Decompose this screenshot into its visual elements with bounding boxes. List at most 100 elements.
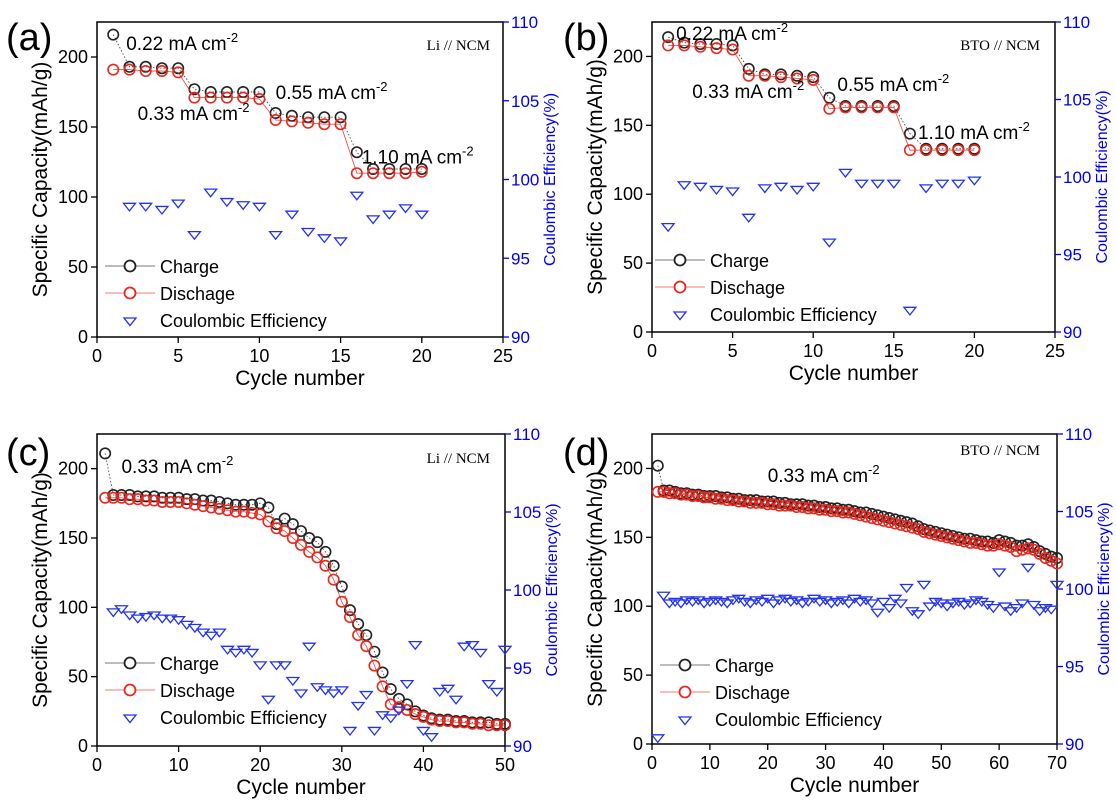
discharge-point	[941, 531, 954, 544]
charge-point	[205, 494, 218, 507]
charge-point	[334, 111, 347, 124]
efficiency-point	[754, 597, 770, 608]
efficiency-point	[481, 679, 497, 690]
efficiency-point	[1043, 605, 1059, 615]
y-right-tick-label: 95	[1063, 246, 1082, 265]
efficiency-point	[980, 600, 995, 611]
discharge-point	[732, 495, 745, 508]
y-tick-label: 100	[58, 597, 88, 617]
rate-annotation: 0.55 mA cm-2	[837, 71, 949, 96]
discharge-point	[738, 495, 751, 508]
discharge-point	[981, 539, 994, 552]
charge-point	[319, 545, 332, 558]
efficiency-point	[945, 599, 961, 609]
discharge-point	[172, 495, 185, 508]
legend-efficiency-marker	[677, 716, 693, 726]
discharge-point	[669, 487, 682, 500]
series-dischage	[662, 39, 981, 157]
discharge-point	[767, 498, 780, 511]
efficiency-point	[743, 599, 758, 609]
efficiency-point	[922, 602, 938, 612]
efficiency-point	[317, 234, 332, 244]
discharge-point	[662, 39, 675, 52]
discharge-point	[790, 501, 803, 514]
y-tick-label: 200	[613, 458, 643, 478]
legend-discharge-marker	[123, 683, 137, 697]
discharge-point	[779, 499, 792, 512]
discharge-point	[188, 91, 201, 104]
efficiency-point	[473, 648, 488, 659]
discharge-point	[229, 505, 242, 518]
discharge-point	[376, 680, 389, 693]
charge-point	[139, 60, 152, 73]
charge-point	[318, 111, 331, 124]
efficiency-point	[432, 687, 448, 698]
discharge-point	[678, 39, 691, 52]
x-tick-label: 5	[173, 346, 183, 366]
efficiency-point	[660, 222, 676, 233]
legend: Charge Dischage Coulombic Efficiency	[660, 656, 882, 730]
legend-label: Dischage	[715, 683, 790, 703]
discharge-line	[113, 69, 422, 174]
discharge-point	[796, 501, 809, 514]
charge-point	[1045, 550, 1058, 563]
efficiency-point	[824, 599, 839, 609]
y-right-tick-label: 90	[1065, 735, 1084, 754]
discharge-point	[692, 489, 705, 502]
efficiency-point	[497, 645, 513, 655]
efficiency-point	[342, 726, 358, 737]
y-axis-title: Specific Capacity(mAh/g)	[29, 62, 52, 298]
efficiency-point	[1026, 600, 1042, 611]
rate-annotation-sup: -2	[777, 20, 789, 35]
efficiency-point	[886, 179, 902, 189]
cell-tag: BTO // NCM	[960, 38, 1040, 54]
efficiency-point	[187, 231, 202, 241]
efficiency-point	[277, 661, 293, 671]
discharge-point	[987, 539, 1000, 552]
discharge-point	[156, 495, 169, 508]
discharge-point	[180, 497, 193, 510]
discharge-point	[842, 506, 855, 519]
discharge-point	[936, 144, 949, 157]
discharge-point	[221, 504, 234, 517]
x-tick-label: 20	[412, 346, 432, 366]
x-tick-label: 15	[884, 341, 904, 361]
efficiency-point	[1020, 563, 1036, 573]
discharge-point	[900, 520, 913, 533]
charge-point	[99, 447, 112, 460]
rate-annotation-text: 0.55 mA cm	[276, 83, 376, 104]
discharge-point	[860, 510, 873, 523]
efficiency-point	[171, 616, 186, 626]
discharge-point	[466, 717, 479, 730]
charge-point	[213, 495, 226, 508]
rate-annotation: 1.10 mA cm-2	[362, 143, 474, 168]
discharge-point	[952, 144, 965, 157]
y-tick-label: 0	[633, 322, 643, 342]
y-tick-label: 0	[633, 734, 643, 754]
efficiency-point	[773, 182, 789, 192]
discharge-point	[1039, 551, 1052, 564]
efficiency-point	[1038, 603, 1053, 614]
efficiency-point	[821, 238, 837, 248]
efficiency-point	[789, 185, 805, 196]
panel-letter: (d)	[563, 432, 609, 474]
efficiency-point	[950, 179, 966, 189]
charge-point	[327, 559, 340, 572]
efficiency-point	[893, 599, 909, 609]
cell-tag: Li // NCM	[427, 38, 490, 54]
rate-annotation-sup: -2	[222, 453, 234, 468]
efficiency-point	[789, 596, 804, 606]
discharge-point	[726, 494, 739, 507]
legend-label: Charge	[160, 654, 219, 674]
efficiency-point	[968, 596, 984, 606]
panel-2: (b) 0 5 10 15 20 25 0 50 100 150 200 90 95 100 105 110 Cy…	[563, 13, 1111, 385]
discharge-point	[715, 492, 728, 505]
efficiency-point	[679, 596, 695, 606]
rate-annotation-sup: -2	[376, 79, 388, 94]
discharge-point	[335, 595, 348, 608]
rate-annotation: 0.33 mA cm-2	[138, 100, 250, 125]
efficiency-point	[334, 686, 350, 696]
discharge-point	[318, 118, 331, 131]
panel-1: (a) 0 5 10 15 20 25 0 50 100 150 200 90 95 100 105 110 Cy…	[6, 13, 559, 390]
panel-4: (d) 0 10 20 30 40 50 60 70 0 50 100 150 200 90 95 100 105…	[563, 425, 1113, 797]
